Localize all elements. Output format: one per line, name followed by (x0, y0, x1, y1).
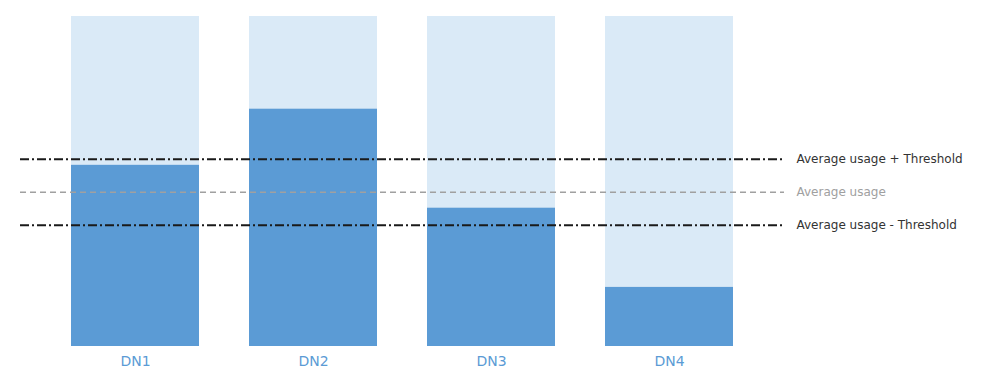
svg-text:DN3: DN3 (476, 353, 506, 369)
svg-text:Average usage + Threshold: Average usage + Threshold (797, 152, 963, 166)
svg-text:Average usage: Average usage (797, 185, 886, 199)
svg-text:DN1: DN1 (120, 353, 150, 369)
svg-text:Average usage - Threshold: Average usage - Threshold (797, 218, 957, 232)
svg-text:DN4: DN4 (654, 353, 684, 369)
svg-text:DN2: DN2 (298, 353, 328, 369)
